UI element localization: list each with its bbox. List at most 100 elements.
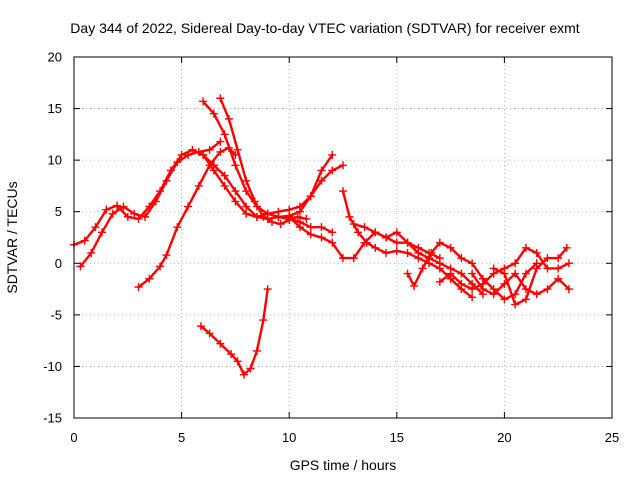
data-point-marker [306, 192, 315, 201]
data-point-marker [76, 262, 85, 271]
data-point-marker [418, 264, 427, 273]
data-point-marker [328, 166, 337, 175]
data-point-marker [216, 147, 225, 156]
data-point-marker [306, 230, 315, 239]
data-point-marker [489, 264, 498, 273]
data-point-marker [252, 346, 261, 355]
data-point-marker [102, 205, 111, 214]
y-tick-label: -5 [50, 307, 62, 322]
chart-title: Day 344 of 2022, Sidereal Day-to-day VTE… [70, 20, 579, 36]
y-tick-label: 20 [48, 50, 62, 65]
data-series-arc-4 [196, 285, 272, 379]
data-point-marker [317, 166, 326, 175]
x-tick-label: 15 [390, 430, 404, 445]
data-point-marker [285, 212, 294, 221]
y-axis-label: SDTVAR / TECUs [4, 181, 20, 293]
data-point-marker [543, 254, 552, 263]
data-point-marker [196, 322, 205, 331]
data-point-marker [317, 233, 326, 242]
data-point-marker [293, 212, 302, 221]
data-point-marker [317, 223, 326, 232]
data-point-marker [306, 223, 315, 232]
x-tick-label: 20 [497, 430, 511, 445]
data-point-marker [328, 238, 337, 247]
data-point-marker [554, 254, 563, 263]
data-point-marker [371, 228, 380, 237]
data-series-arc-9 [339, 187, 477, 302]
data-point-marker [532, 264, 541, 273]
data-point-marker [134, 283, 143, 292]
data-point-marker [220, 171, 229, 180]
y-tick-label: 0 [55, 256, 62, 271]
data-point-marker [209, 166, 218, 175]
data-point-marker [543, 285, 552, 294]
data-series-arc-7 [199, 150, 347, 221]
data-point-marker [130, 209, 139, 218]
data-point-marker [562, 243, 571, 252]
data-point-marker [188, 145, 197, 154]
data-point-marker [392, 238, 401, 247]
data-point-marker [317, 176, 326, 185]
data-point-marker [328, 228, 337, 237]
data-point-marker [267, 218, 276, 227]
axis-ticks: 0 5 10 15 20 25 -15 -10 -5 0 5 10 15 20 [43, 50, 619, 446]
data-series-arc-3 [134, 143, 240, 292]
data-point-marker [231, 187, 240, 196]
data-point-marker [435, 277, 444, 286]
data-point-marker [97, 228, 106, 237]
data-point-marker [151, 197, 160, 206]
data-point-marker [295, 223, 304, 232]
data-point-marker [119, 202, 128, 211]
data-point-marker [276, 220, 285, 229]
data-point-marker [521, 295, 530, 304]
data-point-marker [468, 259, 477, 268]
series-line [341, 189, 474, 299]
data-point-marker [564, 285, 573, 294]
data-point-marker [489, 290, 498, 299]
data-point-marker [435, 259, 444, 268]
data-point-marker [194, 147, 203, 156]
data-point-marker [252, 212, 261, 221]
data-point-marker [349, 220, 358, 229]
data-point-marker [250, 197, 259, 206]
data-point-marker [231, 197, 240, 206]
data-point-marker [242, 187, 251, 196]
data-point-marker [205, 329, 214, 338]
data-point-marker [242, 202, 251, 211]
data-point-marker [511, 269, 520, 278]
data-point-marker [285, 205, 294, 214]
data-point-marker [382, 248, 391, 257]
data-series-arc-1 [70, 145, 337, 249]
data-point-marker [259, 316, 268, 325]
data-point-marker [194, 181, 203, 190]
data-point-marker [108, 209, 117, 218]
data-point-marker [184, 150, 193, 159]
series-line [137, 146, 237, 289]
data-point-marker [446, 243, 455, 252]
data-point-marker [205, 145, 214, 154]
data-series-arc-14 [489, 243, 571, 309]
data-point-marker [532, 248, 541, 257]
data-point-marker [263, 209, 272, 218]
data-point-marker [231, 161, 240, 170]
data-point-marker [345, 212, 354, 221]
data-point-marker [173, 158, 182, 167]
data-point-marker [339, 161, 347, 170]
data-point-marker [392, 228, 401, 237]
data-point-marker [162, 176, 171, 185]
data-point-marker [123, 212, 132, 221]
data-point-marker [162, 251, 171, 260]
data-point-marker [500, 295, 509, 304]
data-point-marker [233, 145, 242, 154]
data-point-marker [216, 137, 225, 146]
x-axis-label: GPS time / hours [290, 457, 397, 473]
series-line [470, 272, 571, 296]
y-tick-label: -10 [43, 359, 62, 374]
data-point-marker [246, 364, 255, 373]
data-point-marker [80, 236, 89, 245]
data-point-marker [532, 290, 541, 299]
data-point-marker [457, 279, 466, 288]
data-point-marker [339, 254, 347, 263]
data-point-marker [302, 214, 311, 223]
series-line [199, 287, 269, 376]
